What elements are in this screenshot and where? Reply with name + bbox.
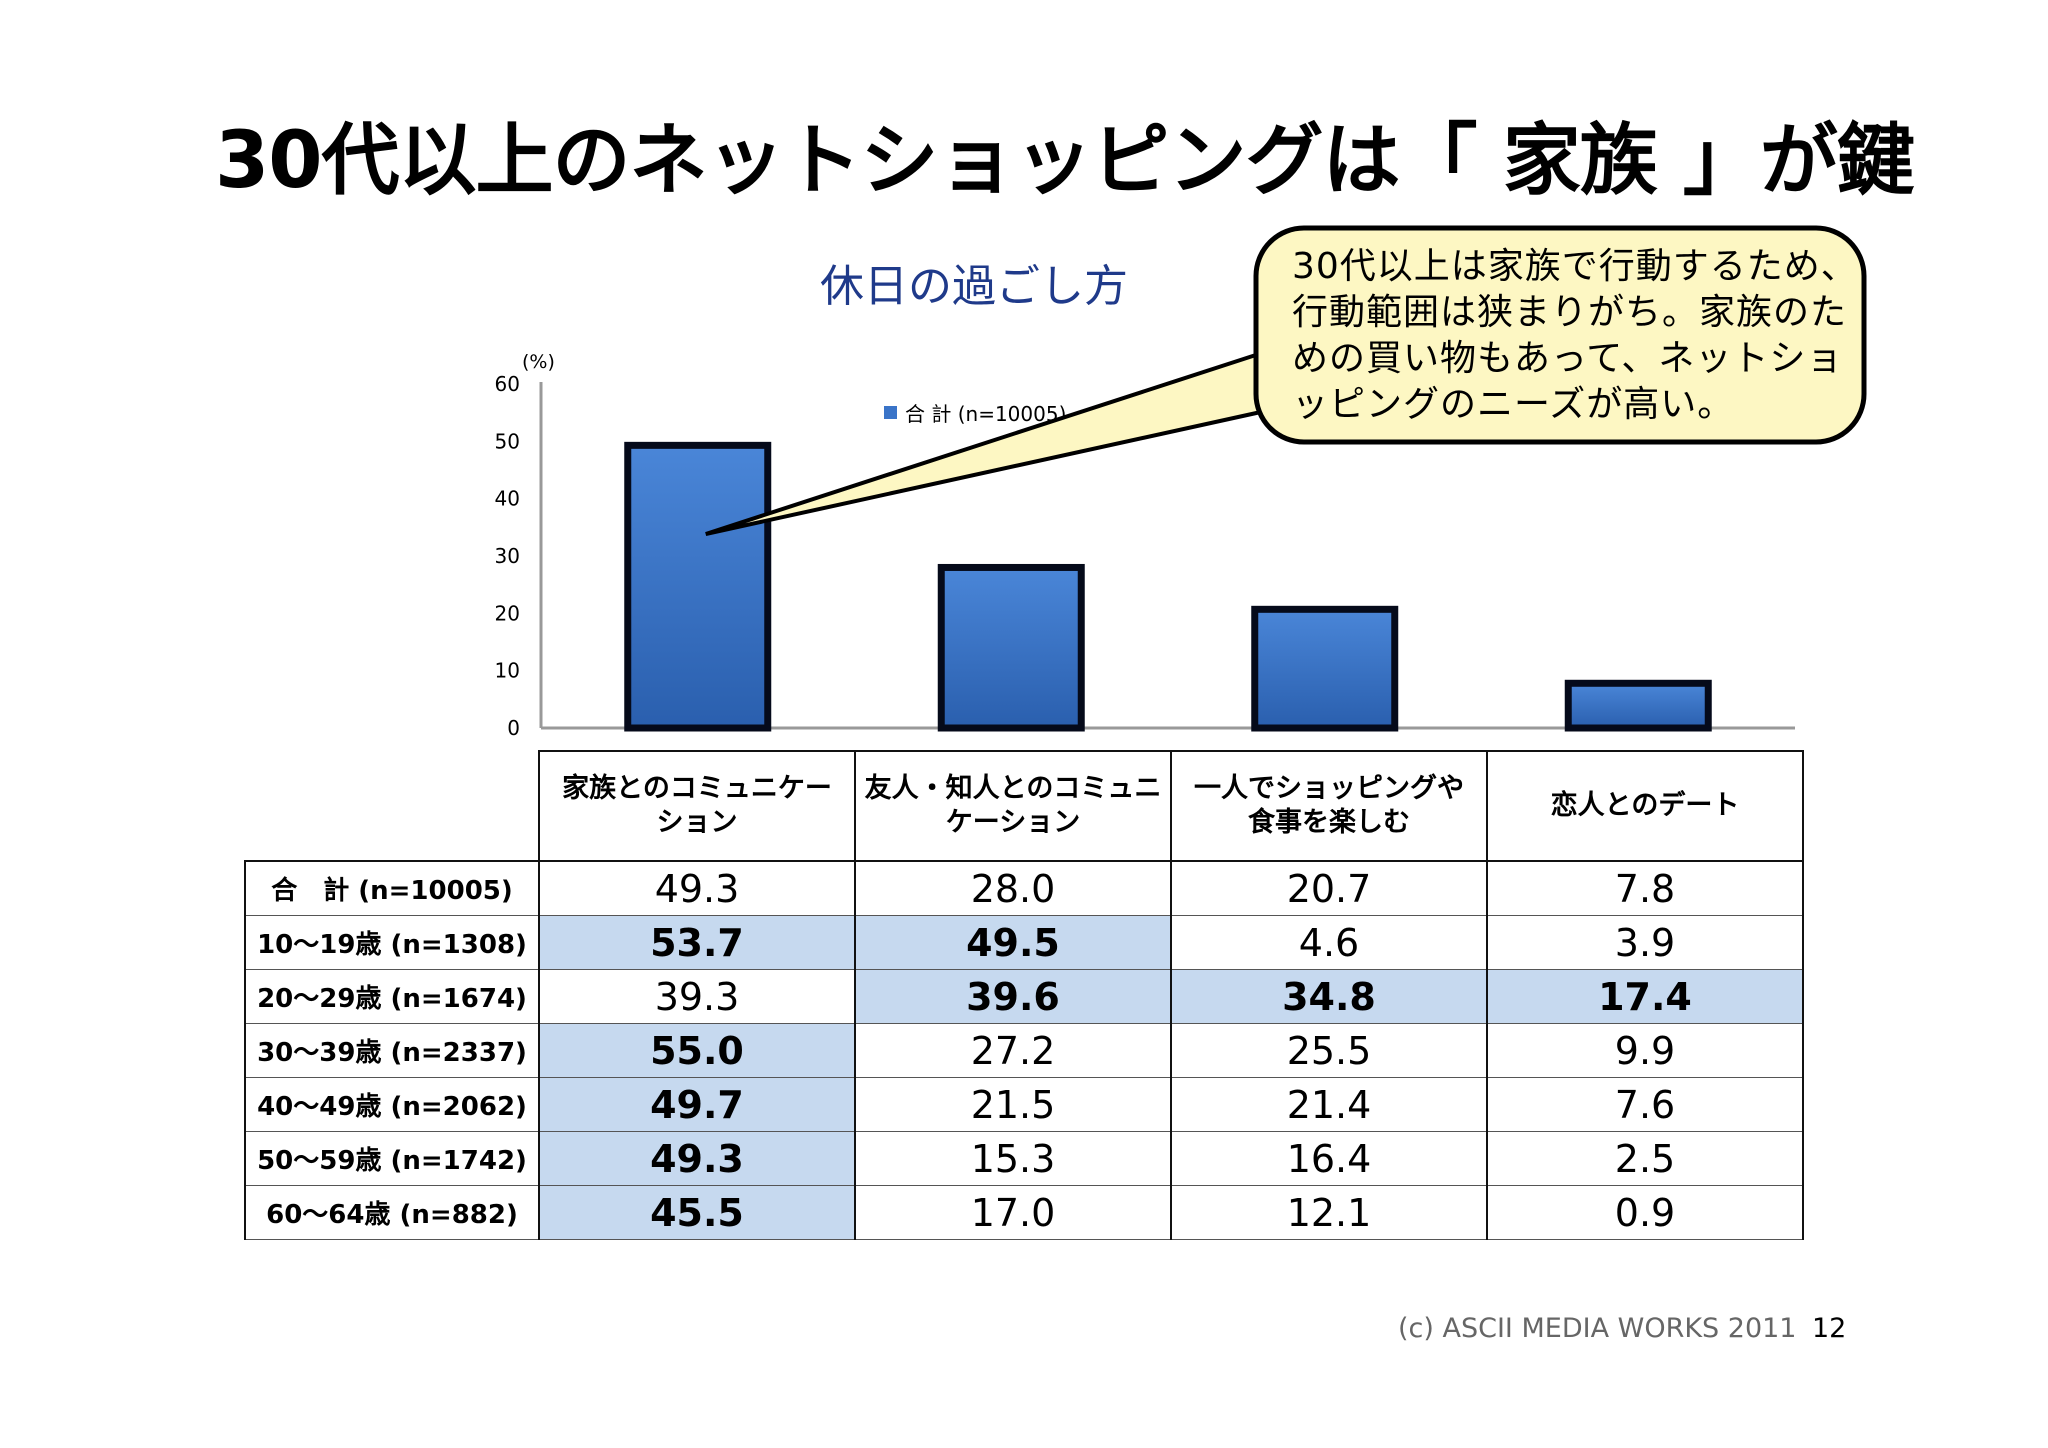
row-label: 合 計 (n=10005) (244, 860, 540, 916)
legend-swatch (884, 406, 897, 419)
table-cell: 17.0 (854, 1185, 1172, 1240)
table-cell: 34.8 (1170, 969, 1488, 1024)
table-row: 50～59歳 (n=1742) 49.3 15.3 16.4 2.5 (244, 1131, 1804, 1186)
y-tick-label: 30 (495, 544, 520, 568)
table-row: 20～29歳 (n=1674) 39.3 39.6 34.8 17.4 (244, 969, 1804, 1024)
bar (1251, 605, 1399, 732)
column-header-line: 一人でショッピングや (1194, 773, 1464, 804)
callout-bubble (1253, 225, 1867, 445)
chart-title: 休日の過ごし方 (820, 261, 1128, 312)
table-cell: 2.5 (1486, 1131, 1804, 1186)
table-cell: 27.2 (854, 1023, 1172, 1078)
y-tick-label: 40 (495, 487, 520, 511)
table-cell: 20.7 (1170, 860, 1488, 916)
column-header: 家族とのコミュニケー ション (538, 750, 856, 862)
table-cell: 55.0 (538, 1023, 856, 1078)
column-header-line: ション (656, 807, 738, 838)
table-cell: 45.5 (538, 1185, 856, 1240)
column-header-line: 恋人とのデート (1550, 790, 1740, 821)
column-header: 恋人とのデート (1486, 750, 1804, 862)
table-cell: 7.8 (1486, 860, 1804, 916)
row-label: 40～49歳 (n=2062) (244, 1077, 540, 1132)
table-cell: 7.6 (1486, 1077, 1804, 1132)
legend-label: 合 計 (n=10005) (905, 402, 1066, 426)
bar (624, 441, 772, 732)
table-cell: 21.4 (1170, 1077, 1488, 1132)
table-header-row: 家族とのコミュニケー ション 友人・知人とのコミュニ ケーション 一人でショッピ… (245, 750, 1804, 862)
page-number: 12 (1812, 1313, 1847, 1344)
column-header: 友人・知人とのコミュニ ケーション (854, 750, 1172, 862)
y-tick-label: 10 (495, 659, 520, 683)
copyright-footer: (c) ASCII MEDIA WORKS 2011 (1398, 1313, 1797, 1344)
callout-text: 30代以上は家族で行動するため、行動範囲は狭まりがち。家族のための買い物もあって… (1292, 246, 1858, 425)
table-cell: 3.9 (1486, 915, 1804, 970)
table-cell: 39.3 (538, 969, 856, 1024)
table-cell: 9.9 (1486, 1023, 1804, 1078)
table-row: 40～49歳 (n=2062) 49.7 21.5 21.4 7.6 (244, 1077, 1804, 1132)
table-cell: 17.4 (1486, 969, 1804, 1024)
bar (1564, 679, 1712, 732)
row-label: 10～19歳 (n=1308) (244, 915, 540, 970)
column-header-line: 食事を楽しむ (1248, 807, 1410, 838)
table-corner (245, 751, 540, 862)
table-row: 30～39歳 (n=2337) 55.0 27.2 25.5 9.9 (244, 1023, 1804, 1078)
column-header-line: 友人・知人とのコミュニ (864, 773, 1162, 804)
table-row: 60～64歳 (n=882) 45.5 17.0 12.1 0.9 (244, 1185, 1804, 1240)
table-cell: 49.7 (538, 1077, 856, 1132)
y-unit-label: (%) (522, 351, 555, 373)
bar (937, 563, 1085, 732)
column-header-line: ケーション (945, 807, 1081, 838)
y-tick-label: 20 (495, 601, 520, 625)
slide-title: 30代以上のネットショッピングは「 家族 」が鍵 (215, 116, 1915, 206)
row-label: 20～29歳 (n=1674) (244, 969, 540, 1024)
column-header-line: 家族とのコミュニケー (562, 773, 832, 804)
row-label: 30～39歳 (n=2337) (244, 1023, 540, 1078)
data-table: 家族とのコミュニケー ション 友人・知人とのコミュニ ケーション 一人でショッピ… (244, 750, 1804, 1240)
table-row: 合 計 (n=10005) 49.3 28.0 20.7 7.8 (244, 860, 1804, 916)
table-cell: 21.5 (854, 1077, 1172, 1132)
y-tick-label: 0 (507, 716, 520, 740)
y-tick-label: 60 (495, 372, 520, 396)
table-cell: 0.9 (1486, 1185, 1804, 1240)
table-cell: 4.6 (1170, 915, 1488, 970)
table-cell: 53.7 (538, 915, 856, 970)
bar-chart: (%) 0 10 20 30 40 50 60 合 計 (n=10005) (495, 225, 1867, 740)
row-label: 60～64歳 (n=882) (244, 1185, 540, 1240)
table-cell: 12.1 (1170, 1185, 1488, 1240)
table-cell: 28.0 (854, 860, 1172, 916)
table-cell: 39.6 (854, 969, 1172, 1024)
table-cell: 16.4 (1170, 1131, 1488, 1186)
table-cell: 49.5 (854, 915, 1172, 970)
y-tick-label: 50 (495, 429, 520, 453)
callout-pointer (705, 349, 1273, 536)
table-cell: 49.3 (538, 1131, 856, 1186)
table-cell: 15.3 (854, 1131, 1172, 1186)
table-cell: 49.3 (538, 860, 856, 916)
table-row: 10～19歳 (n=1308) 53.7 49.5 4.6 3.9 (244, 915, 1804, 970)
table-cell: 25.5 (1170, 1023, 1488, 1078)
column-header: 一人でショッピングや 食事を楽しむ (1170, 750, 1488, 862)
row-label: 50～59歳 (n=1742) (244, 1131, 540, 1186)
